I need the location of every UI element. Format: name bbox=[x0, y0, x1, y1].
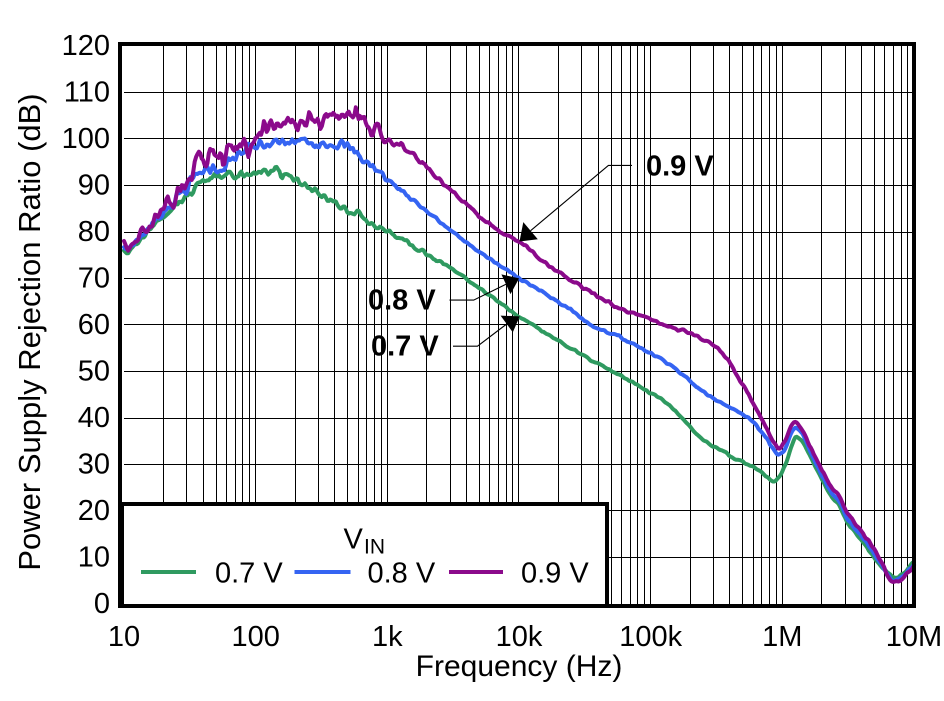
svg-text:100: 100 bbox=[232, 621, 280, 653]
svg-text:0.9 V: 0.9 V bbox=[646, 151, 714, 183]
svg-text:60: 60 bbox=[78, 309, 110, 341]
svg-text:Power Supply Rejection Ratio (: Power Supply Rejection Ratio (dB) bbox=[12, 93, 47, 570]
svg-text:90: 90 bbox=[78, 170, 110, 202]
svg-text:1M: 1M bbox=[762, 621, 802, 653]
svg-text:30: 30 bbox=[78, 449, 110, 481]
svg-text:120: 120 bbox=[62, 30, 110, 62]
svg-text:0.8 V: 0.8 V bbox=[368, 285, 436, 317]
svg-text:0.9 V: 0.9 V bbox=[521, 558, 589, 590]
svg-text:0.7 V: 0.7 V bbox=[215, 558, 283, 590]
svg-text:70: 70 bbox=[78, 263, 110, 295]
svg-text:IN: IN bbox=[364, 536, 385, 559]
svg-text:V: V bbox=[344, 524, 364, 556]
svg-text:10M: 10M bbox=[886, 621, 942, 653]
svg-text:80: 80 bbox=[78, 216, 110, 248]
svg-text:110: 110 bbox=[64, 77, 110, 109]
svg-text:10: 10 bbox=[108, 621, 140, 653]
svg-text:100: 100 bbox=[62, 123, 110, 155]
svg-text:10: 10 bbox=[78, 542, 110, 574]
svg-text:40: 40 bbox=[78, 402, 110, 434]
svg-text:100k: 100k bbox=[619, 621, 682, 653]
svg-text:0.7 V: 0.7 V bbox=[371, 331, 439, 363]
svg-text:1k: 1k bbox=[372, 621, 403, 653]
svg-text:0.8 V: 0.8 V bbox=[368, 558, 436, 590]
svg-text:20: 20 bbox=[78, 495, 110, 527]
svg-text:0: 0 bbox=[94, 588, 110, 620]
svg-text:50: 50 bbox=[78, 356, 110, 388]
svg-text:10k: 10k bbox=[496, 621, 543, 653]
svg-text:Frequency (Hz): Frequency (Hz) bbox=[416, 650, 623, 683]
